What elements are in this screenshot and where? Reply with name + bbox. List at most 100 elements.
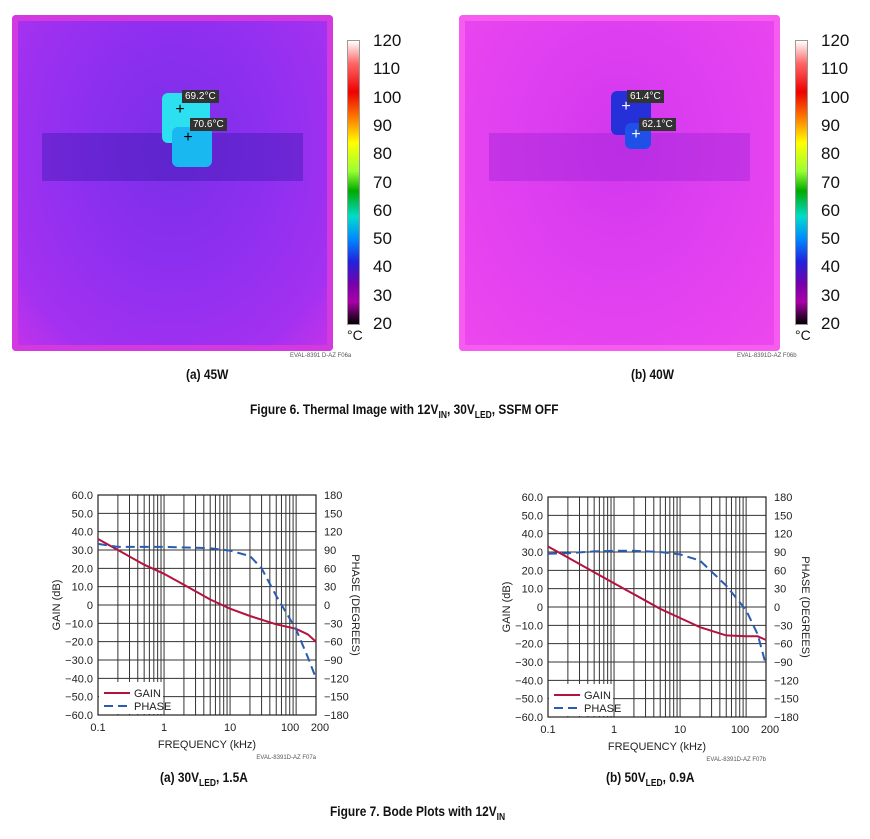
colorbar-tick-label: 90 xyxy=(821,115,840,135)
y-tick-label: 30.0 xyxy=(522,547,543,559)
y-tick-label: −10.0 xyxy=(515,620,543,632)
caption-a: (a) 45W xyxy=(186,366,229,382)
colorbar-tick-label: 20 xyxy=(821,314,840,333)
x-axis-label: FREQUENCY (kHz) xyxy=(158,739,256,751)
colorbar-tick-label: 30 xyxy=(373,285,392,305)
y-tick-label: −50.0 xyxy=(65,692,93,704)
y-axis-label: GAIN (dB) xyxy=(501,582,513,633)
bode-plot-a: 60.0 50.0 40.0 30.0 20.0 10.0 0 −10.0 −20.0 −30.0… xyxy=(51,490,361,761)
y2-tick-label: 60 xyxy=(774,565,786,577)
caption-bode-b: (b) 50VLED, 0.9A xyxy=(606,769,695,789)
colorbar-tick-label: 50 xyxy=(373,229,392,249)
legend-box xyxy=(99,682,164,714)
caption-b: (b) 40W xyxy=(631,366,674,382)
y2-axis-label: PHASE (DEGREES) xyxy=(799,556,811,657)
temp-marker-label: 70.6°C xyxy=(190,118,227,131)
y-tick-label: −40.0 xyxy=(515,675,543,687)
y2-tick-label: 90 xyxy=(324,545,336,557)
y2-tick-label: −120 xyxy=(324,673,349,685)
colorbar-tick-label: 30 xyxy=(821,285,840,305)
colorbar-tick-label: 120 xyxy=(373,31,402,50)
temp-marker-label: 61.4°C xyxy=(627,90,664,103)
series-line-gain xyxy=(97,538,317,643)
colorbar-tick-label: 90 xyxy=(373,115,392,135)
y2-tick-label: −150 xyxy=(324,692,349,704)
y-tick-label: −60.0 xyxy=(65,710,93,722)
x-tick-label: 1 xyxy=(611,724,617,736)
y2-tick-label: 0 xyxy=(324,600,330,612)
x-tick-label: 0.1 xyxy=(90,722,105,734)
y2-tick-label: −30 xyxy=(324,618,343,630)
x-tick-label: 0.1 xyxy=(540,724,555,736)
colorbar-tick-label: 70 xyxy=(821,172,840,192)
legend-label: PHASE xyxy=(134,701,171,713)
thermal-image-b: 61.4°C + 62.1°C + xyxy=(459,15,780,351)
y-tick-label: 20.0 xyxy=(522,565,543,577)
y2-tick-label: 60 xyxy=(324,563,336,575)
y2-tick-label: 150 xyxy=(774,510,792,522)
y-tick-label: 20.0 xyxy=(72,563,93,575)
y-tick-label: 60.0 xyxy=(522,492,543,504)
y2-tick-label: −180 xyxy=(324,710,349,722)
y-tick-label: 10.0 xyxy=(522,584,543,596)
figure-ref: EVAL-8391D-AZ F06b xyxy=(737,353,797,359)
figure-ref: EVAL-8391D-AZ F07b xyxy=(706,757,766,763)
thermal-image-a: 69.2°C + 70.6°C + xyxy=(12,15,333,351)
x-tick-label: 200 xyxy=(761,724,779,736)
y2-tick-label: 90 xyxy=(774,547,786,559)
colorbar-tick-label: 40 xyxy=(821,257,840,277)
colorbar-tick-label: 60 xyxy=(373,200,392,220)
crosshair-icon: + xyxy=(621,98,631,115)
y-axis-label: GAIN (dB) xyxy=(51,580,63,631)
colorbar-a xyxy=(347,40,360,325)
y-tick-label: 30.0 xyxy=(72,545,93,557)
caption-bode-a: (a) 30VLED, 1.5A xyxy=(160,769,248,789)
y-tick-label: 60.0 xyxy=(72,490,93,502)
colorbar-b xyxy=(795,40,808,325)
y2-tick-label: −150 xyxy=(774,694,799,706)
bode-plot-b: 60.0 50.0 40.0 30.0 20.0 10.0 0 −10.0 −20.0 −30.0… xyxy=(501,492,811,763)
y-tick-label: 10.0 xyxy=(72,582,93,594)
y2-tick-label: −60 xyxy=(324,637,343,649)
figure-ref: EVAL-8391 D-AZ F06a xyxy=(290,353,352,359)
legend-label: GAIN xyxy=(134,688,161,700)
crosshair-icon: + xyxy=(183,129,193,146)
colorbar-tick-label: 60 xyxy=(821,200,840,220)
plot-frame xyxy=(97,494,317,716)
y-tick-label: −30.0 xyxy=(65,655,93,667)
colorbar-tick-label: 80 xyxy=(373,144,392,164)
y2-tick-label: −60 xyxy=(774,639,793,651)
y2-tick-label: 120 xyxy=(324,527,342,539)
temp-marker-label: 69.2°C xyxy=(182,90,219,103)
y-tick-label: −20.0 xyxy=(515,639,543,651)
y2-tick-label: 30 xyxy=(774,584,786,596)
y-tick-label: 0 xyxy=(87,600,93,612)
colorbar-tick-label: 120 xyxy=(821,31,850,50)
x-tick-label: 10 xyxy=(224,722,236,734)
y-tick-label: −10.0 xyxy=(65,618,93,630)
y-tick-label: 40.0 xyxy=(72,527,93,539)
y2-tick-label: 180 xyxy=(324,490,342,502)
crosshair-icon: + xyxy=(175,101,185,118)
y2-tick-label: 120 xyxy=(774,529,792,541)
temp-marker-label: 62.1°C xyxy=(639,118,676,131)
y-tick-label: 50.0 xyxy=(522,510,543,522)
y-tick-label: 40.0 xyxy=(522,529,543,541)
colorbar-tick-label: 50 xyxy=(821,229,840,249)
y2-tick-label: −90 xyxy=(324,655,343,667)
x-tick-label: 200 xyxy=(311,722,329,734)
colorbar-tick-label: 70 xyxy=(373,172,392,192)
legend-label: PHASE xyxy=(584,703,621,715)
y-tick-label: −30.0 xyxy=(515,657,543,669)
colorbar-tick-label: 110 xyxy=(373,59,401,79)
y2-tick-label: 0 xyxy=(774,602,780,614)
y-tick-label: −50.0 xyxy=(515,694,543,706)
colorbar-tick-label: 100 xyxy=(373,87,402,107)
legend-label: GAIN xyxy=(584,690,611,702)
figure-7-title: Figure 7. Bode Plots with 12VIN xyxy=(330,803,506,823)
legend-box xyxy=(549,684,614,716)
colorbar-tick-label: 40 xyxy=(373,257,392,277)
y-tick-label: 50.0 xyxy=(72,508,93,520)
series-line-phase xyxy=(547,549,767,666)
series-line-gain xyxy=(547,545,767,641)
